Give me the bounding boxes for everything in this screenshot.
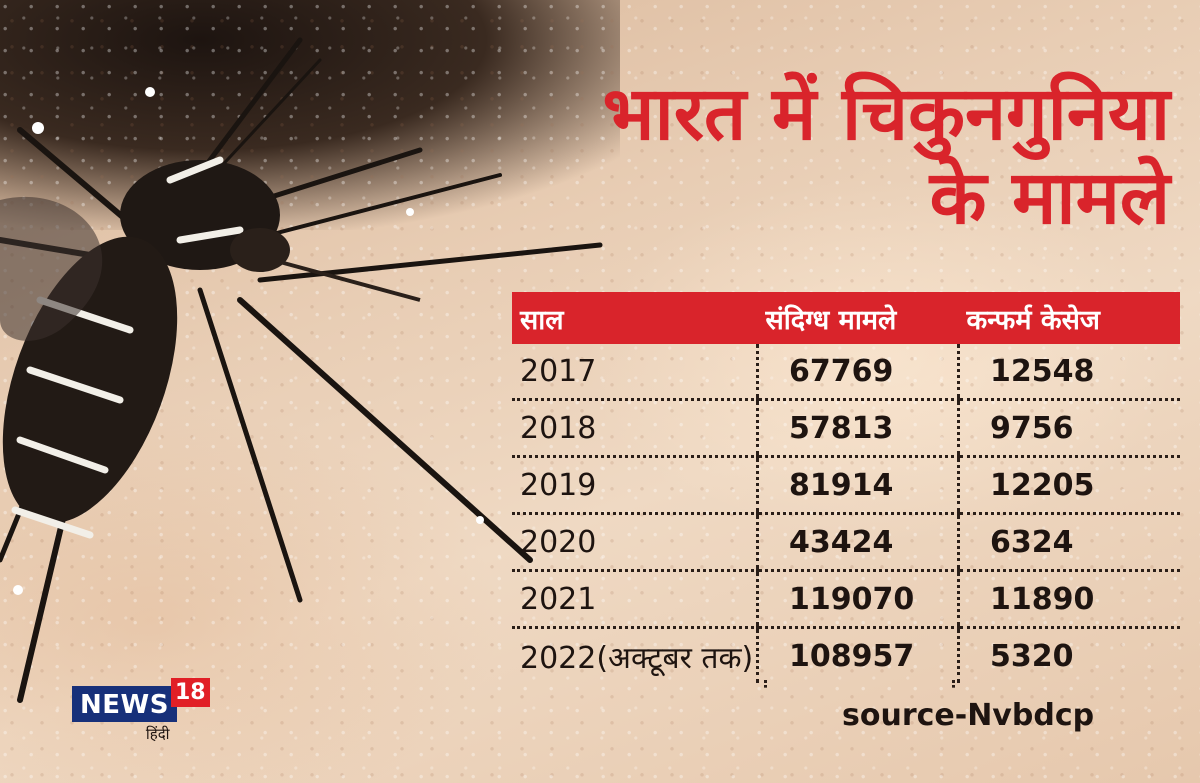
title-line-1: भारत में चिकुनगुनिया (602, 71, 1170, 157)
table-row: 2022(अक्टूबर तक) 108957 5320 (512, 627, 1180, 683)
confirmed-cell: 6324 (957, 513, 1180, 572)
year-cell: 2021 (512, 570, 758, 629)
logo-number: 18 (170, 678, 210, 707)
suspected-cell: 81914 (756, 456, 959, 515)
confirmed-cell: 12548 (957, 344, 1180, 401)
column-divider-tail (952, 680, 955, 688)
year-cell: 2020 (512, 513, 758, 572)
suspected-cell: 108957 (756, 627, 959, 683)
table-row: 2020 43424 6324 (512, 513, 1180, 572)
header-year: साल (520, 304, 564, 336)
source-credit: source-Nvbdcp (842, 698, 1095, 733)
suspected-cell: 57813 (756, 399, 959, 458)
year-cell: 2022(अक्टूबर तक) (520, 640, 754, 676)
confirmed-cell: 11890 (957, 570, 1180, 629)
page-title: भारत में चिकुनगुनिया के मामले (450, 72, 1170, 240)
mosquito-illustration (0, 37, 603, 703)
confirmed-cell: 12205 (957, 456, 1180, 515)
confirmed-cell: 9756 (957, 399, 1180, 458)
confirmed-cell: 5320 (957, 627, 1180, 683)
photo-dark-area (0, 0, 620, 230)
logo-language: हिंदी (145, 725, 170, 743)
header-confirmed-cases: कन्फर्म केसेज (966, 304, 1100, 336)
table-header-row: साल संदिग्ध मामले कन्फर्म केसेज (512, 292, 1180, 344)
suspected-cell: 43424 (756, 513, 959, 572)
suspected-cell: 119070 (756, 570, 959, 629)
year-cell: 2019 (512, 456, 758, 515)
suspected-cell: 67769 (756, 344, 959, 401)
year-cell: 2018 (512, 399, 758, 458)
table-row: 2021 119070 11890 (512, 570, 1180, 629)
chikungunya-cases-table: साल संदिग्ध मामले कन्फर्म केसेज 2017 677… (512, 292, 1180, 683)
table-row: 2019 81914 12205 (512, 456, 1180, 515)
column-divider-tail (764, 680, 767, 688)
news18-logo: NEWS 18 हिंदी (72, 678, 210, 744)
year-cell: 2017 (512, 344, 758, 401)
title-line-2: के मामले (929, 155, 1170, 241)
logo-brand: NEWS (72, 686, 177, 722)
table-row: 2017 67769 12548 (512, 344, 1180, 401)
table-row: 2018 57813 9756 (512, 399, 1180, 458)
header-suspected-cases: संदिग्ध मामले (765, 304, 897, 336)
